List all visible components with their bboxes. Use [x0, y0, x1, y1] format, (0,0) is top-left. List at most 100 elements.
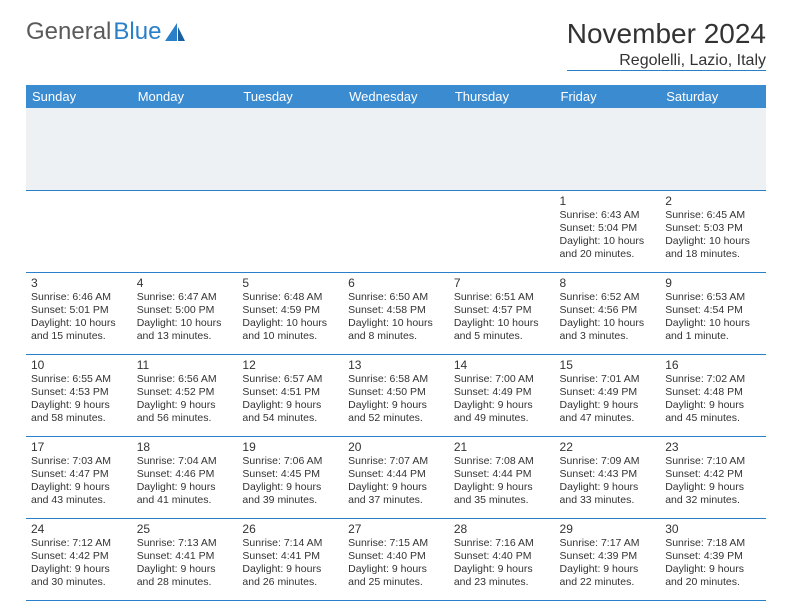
day-number: 9: [665, 276, 761, 290]
page-header: GeneralBlue November 2024 Regolelli, Laz…: [26, 18, 766, 71]
day-details: Sunrise: 7:15 AMSunset: 4:40 PMDaylight:…: [348, 537, 444, 590]
day-details: Sunrise: 6:48 AMSunset: 4:59 PMDaylight:…: [242, 291, 338, 344]
day-number: 15: [560, 358, 656, 372]
day-details: Sunrise: 6:53 AMSunset: 4:54 PMDaylight:…: [665, 291, 761, 344]
calendar-day-cell: 25Sunrise: 7:13 AMSunset: 4:41 PMDayligh…: [132, 518, 238, 600]
weekday-header: Wednesday: [343, 85, 449, 108]
calendar-week-row: 3Sunrise: 6:46 AMSunset: 5:01 PMDaylight…: [26, 272, 766, 354]
day-details: Sunrise: 6:45 AMSunset: 5:03 PMDaylight:…: [665, 209, 761, 262]
brand-part2: Blue: [113, 18, 161, 46]
day-number: 26: [242, 522, 338, 536]
calendar-table: Sunday Monday Tuesday Wednesday Thursday…: [26, 85, 766, 601]
calendar-week-row: 17Sunrise: 7:03 AMSunset: 4:47 PMDayligh…: [26, 436, 766, 518]
day-number: 17: [31, 440, 127, 454]
calendar-day-cell: [449, 190, 555, 272]
calendar-day-cell: 8Sunrise: 6:52 AMSunset: 4:56 PMDaylight…: [555, 272, 661, 354]
day-details: Sunrise: 7:07 AMSunset: 4:44 PMDaylight:…: [348, 455, 444, 508]
calendar-week-row: 10Sunrise: 6:55 AMSunset: 4:53 PMDayligh…: [26, 354, 766, 436]
day-details: Sunrise: 7:18 AMSunset: 4:39 PMDaylight:…: [665, 537, 761, 590]
weekday-header: Thursday: [449, 85, 555, 108]
day-details: Sunrise: 7:14 AMSunset: 4:41 PMDaylight:…: [242, 537, 338, 590]
day-number: 22: [560, 440, 656, 454]
day-number: 1: [560, 194, 656, 208]
calendar-day-cell: [26, 190, 132, 272]
day-details: Sunrise: 6:55 AMSunset: 4:53 PMDaylight:…: [31, 373, 127, 426]
month-title: November 2024: [567, 18, 766, 50]
calendar-week-row: 1Sunrise: 6:43 AMSunset: 5:04 PMDaylight…: [26, 190, 766, 272]
day-number: 16: [665, 358, 761, 372]
day-number: 6: [348, 276, 444, 290]
day-number: 29: [560, 522, 656, 536]
weekday-header-row: Sunday Monday Tuesday Wednesday Thursday…: [26, 85, 766, 108]
day-details: Sunrise: 6:43 AMSunset: 5:04 PMDaylight:…: [560, 209, 656, 262]
location-label: Regolelli, Lazio, Italy: [567, 52, 766, 71]
day-details: Sunrise: 7:03 AMSunset: 4:47 PMDaylight:…: [31, 455, 127, 508]
calendar-day-cell: 28Sunrise: 7:16 AMSunset: 4:40 PMDayligh…: [449, 518, 555, 600]
day-number: 10: [31, 358, 127, 372]
day-number: 12: [242, 358, 338, 372]
sail-icon: [165, 23, 185, 41]
day-number: 28: [454, 522, 550, 536]
calendar-day-cell: 20Sunrise: 7:07 AMSunset: 4:44 PMDayligh…: [343, 436, 449, 518]
weekday-header: Saturday: [660, 85, 766, 108]
calendar-day-cell: 9Sunrise: 6:53 AMSunset: 4:54 PMDaylight…: [660, 272, 766, 354]
calendar-day-cell: 27Sunrise: 7:15 AMSunset: 4:40 PMDayligh…: [343, 518, 449, 600]
calendar-day-cell: 19Sunrise: 7:06 AMSunset: 4:45 PMDayligh…: [237, 436, 343, 518]
calendar-day-cell: 4Sunrise: 6:47 AMSunset: 5:00 PMDaylight…: [132, 272, 238, 354]
day-details: Sunrise: 7:08 AMSunset: 4:44 PMDaylight:…: [454, 455, 550, 508]
calendar-day-cell: [132, 190, 238, 272]
brand-logo: GeneralBlue: [26, 18, 185, 46]
calendar-day-cell: 29Sunrise: 7:17 AMSunset: 4:39 PMDayligh…: [555, 518, 661, 600]
day-number: 7: [454, 276, 550, 290]
day-number: 11: [137, 358, 233, 372]
day-details: Sunrise: 7:09 AMSunset: 4:43 PMDaylight:…: [560, 455, 656, 508]
calendar-day-cell: [343, 190, 449, 272]
header-spacer: [26, 108, 766, 190]
day-details: Sunrise: 7:12 AMSunset: 4:42 PMDaylight:…: [31, 537, 127, 590]
calendar-day-cell: 3Sunrise: 6:46 AMSunset: 5:01 PMDaylight…: [26, 272, 132, 354]
weekday-header: Monday: [132, 85, 238, 108]
day-number: 3: [31, 276, 127, 290]
title-block: November 2024 Regolelli, Lazio, Italy: [567, 18, 766, 71]
day-details: Sunrise: 7:04 AMSunset: 4:46 PMDaylight:…: [137, 455, 233, 508]
day-number: 24: [31, 522, 127, 536]
day-number: 23: [665, 440, 761, 454]
day-number: 8: [560, 276, 656, 290]
day-number: 4: [137, 276, 233, 290]
day-details: Sunrise: 7:00 AMSunset: 4:49 PMDaylight:…: [454, 373, 550, 426]
weekday-header: Friday: [555, 85, 661, 108]
calendar-day-cell: 10Sunrise: 6:55 AMSunset: 4:53 PMDayligh…: [26, 354, 132, 436]
day-details: Sunrise: 6:56 AMSunset: 4:52 PMDaylight:…: [137, 373, 233, 426]
day-details: Sunrise: 7:16 AMSunset: 4:40 PMDaylight:…: [454, 537, 550, 590]
day-details: Sunrise: 6:51 AMSunset: 4:57 PMDaylight:…: [454, 291, 550, 344]
calendar-day-cell: 23Sunrise: 7:10 AMSunset: 4:42 PMDayligh…: [660, 436, 766, 518]
calendar-day-cell: 1Sunrise: 6:43 AMSunset: 5:04 PMDaylight…: [555, 190, 661, 272]
calendar-day-cell: 15Sunrise: 7:01 AMSunset: 4:49 PMDayligh…: [555, 354, 661, 436]
calendar-day-cell: 17Sunrise: 7:03 AMSunset: 4:47 PMDayligh…: [26, 436, 132, 518]
day-number: 30: [665, 522, 761, 536]
day-number: 27: [348, 522, 444, 536]
calendar-day-cell: 6Sunrise: 6:50 AMSunset: 4:58 PMDaylight…: [343, 272, 449, 354]
calendar-day-cell: 26Sunrise: 7:14 AMSunset: 4:41 PMDayligh…: [237, 518, 343, 600]
day-details: Sunrise: 7:13 AMSunset: 4:41 PMDaylight:…: [137, 537, 233, 590]
day-details: Sunrise: 7:06 AMSunset: 4:45 PMDaylight:…: [242, 455, 338, 508]
day-number: 14: [454, 358, 550, 372]
calendar-day-cell: [237, 190, 343, 272]
calendar-day-cell: 11Sunrise: 6:56 AMSunset: 4:52 PMDayligh…: [132, 354, 238, 436]
calendar-day-cell: 18Sunrise: 7:04 AMSunset: 4:46 PMDayligh…: [132, 436, 238, 518]
day-details: Sunrise: 6:57 AMSunset: 4:51 PMDaylight:…: [242, 373, 338, 426]
calendar-day-cell: 22Sunrise: 7:09 AMSunset: 4:43 PMDayligh…: [555, 436, 661, 518]
calendar-week-row: 24Sunrise: 7:12 AMSunset: 4:42 PMDayligh…: [26, 518, 766, 600]
day-number: 18: [137, 440, 233, 454]
calendar-day-cell: 12Sunrise: 6:57 AMSunset: 4:51 PMDayligh…: [237, 354, 343, 436]
day-details: Sunrise: 6:47 AMSunset: 5:00 PMDaylight:…: [137, 291, 233, 344]
day-details: Sunrise: 7:17 AMSunset: 4:39 PMDaylight:…: [560, 537, 656, 590]
calendar-day-cell: 2Sunrise: 6:45 AMSunset: 5:03 PMDaylight…: [660, 190, 766, 272]
day-details: Sunrise: 6:58 AMSunset: 4:50 PMDaylight:…: [348, 373, 444, 426]
day-number: 21: [454, 440, 550, 454]
day-details: Sunrise: 7:02 AMSunset: 4:48 PMDaylight:…: [665, 373, 761, 426]
day-details: Sunrise: 6:52 AMSunset: 4:56 PMDaylight:…: [560, 291, 656, 344]
calendar-day-cell: 21Sunrise: 7:08 AMSunset: 4:44 PMDayligh…: [449, 436, 555, 518]
day-details: Sunrise: 6:50 AMSunset: 4:58 PMDaylight:…: [348, 291, 444, 344]
day-number: 5: [242, 276, 338, 290]
